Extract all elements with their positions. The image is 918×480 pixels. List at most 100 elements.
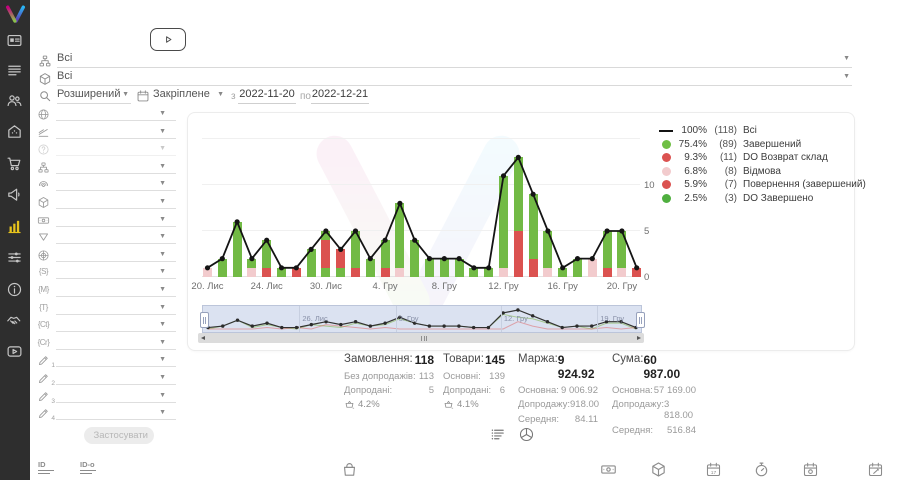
geo-filter[interactable]: ▼ [56,107,176,121]
info-icon[interactable] [6,281,23,298]
stacked-bar[interactable] [321,231,331,277]
video-icon[interactable] [6,343,23,360]
stacked-bar[interactable] [217,258,227,277]
payment-column-icon[interactable] [600,461,617,478]
stacked-bar[interactable] [262,240,272,277]
edit-date-column-icon[interactable] [867,461,884,478]
list-icon[interactable] [6,62,23,79]
minimap-scrollbar[interactable] [198,333,644,343]
product-filter[interactable]: ▼ [56,195,176,209]
range-handle-right[interactable] [636,312,645,328]
handshake-icon[interactable] [6,312,23,329]
stacked-bar[interactable] [617,231,627,277]
period-mode-select[interactable]: Закріплене ▼ [153,88,226,103]
custom-field-1-filter[interactable]: ▼ [56,353,176,368]
bag-column-icon[interactable] [341,461,358,478]
date-from-input[interactable]: 2022-11-20 [238,88,296,104]
funnel-filter[interactable]: ▼ [56,230,176,245]
stacked-bar[interactable] [573,258,582,277]
stacked-bar[interactable] [439,258,449,277]
stacked-bar[interactable] [277,267,286,277]
stacked-bar[interactable] [543,231,553,277]
chart-minimap[interactable]: 26. Лис 3. Гру 12. Гру 19. Гру [200,305,645,333]
video-tutorial-button[interactable] [150,28,186,51]
help-filter[interactable]: ▼ [56,142,176,157]
browser-icon[interactable] [6,32,23,49]
legend-entry[interactable]: 6.8% (8) Відмова [658,165,866,179]
stacked-bar[interactable] [513,157,523,277]
app-logo-icon[interactable] [3,3,28,25]
utm-term-filter-icon: {T} [39,302,48,312]
legend-entry[interactable]: 5.9% (7) Повернення (завершений) [658,178,866,192]
range-handle-left[interactable] [200,312,209,328]
stacked-bar[interactable] [602,231,612,277]
stacked-bar[interactable] [587,258,597,277]
external-id-column-icon[interactable]: ID-o [80,461,96,474]
stat-row: Основні: 139 [443,370,505,382]
utm-source-filter-icon: {S} [38,267,49,277]
megaphone-icon[interactable] [6,186,23,203]
utm-term-filter[interactable]: ▼ [56,301,176,315]
sphere-icon[interactable] [518,426,535,443]
time-column-icon[interactable] [753,461,770,478]
stacked-bar[interactable] [528,194,538,277]
utm-source-filter[interactable]: ▼ [56,265,176,280]
slope-filter[interactable]: ▼ [56,125,176,139]
id-column-icon[interactable]: ID [38,461,54,474]
stacked-bar[interactable] [232,221,242,277]
custom-field-2-filter[interactable]: ▼ [56,371,176,385]
stacked-bar[interactable] [203,267,212,277]
legend-entry[interactable]: 100% (118) Всі [658,124,866,138]
chart-icon[interactable] [6,218,23,235]
utm-campaign-filter[interactable]: ▼ [56,336,176,350]
stacked-bar[interactable] [410,240,420,277]
chevron-down-icon: ▼ [159,374,166,381]
stacked-bar[interactable] [395,203,405,277]
status-select[interactable]: Всі ▼ [57,52,852,68]
scroll-left-icon[interactable] [201,335,205,340]
person-filter[interactable]: ▼ [56,177,176,192]
custom-field-3-filter[interactable]: ▼ [56,389,176,403]
stacked-bar[interactable] [469,267,479,277]
cart-icon[interactable] [6,155,23,172]
stacked-bar[interactable] [247,258,257,277]
custom-field-4-filter[interactable]: ▼ [56,406,176,421]
package-column-icon[interactable] [650,461,667,478]
date-column-icon[interactable] [705,461,722,478]
stacked-bar[interactable] [632,267,642,277]
stacked-bar[interactable] [558,267,568,277]
stacked-bar[interactable] [499,175,508,277]
x-tick-label: 20. Лис [191,281,224,292]
product-select[interactable]: Всі ▼ [57,70,852,86]
rows-icon[interactable] [489,426,506,443]
stacked-bar[interactable] [454,258,464,277]
stacked-bar[interactable] [365,258,375,277]
legend-entry[interactable]: 75.4% (89) Завершений [658,138,866,152]
search-mode-select[interactable]: Розширений ▼ [57,88,131,104]
date-from-label: з [231,91,236,102]
legend-entry[interactable]: 9.3% (11) DO Возврат склад [658,151,866,165]
payment-filter[interactable]: ▼ [56,213,176,227]
structure-filter[interactable]: ▼ [56,160,176,174]
stacked-bar[interactable] [351,231,360,277]
scroll-right-icon[interactable] [637,335,641,340]
scrollbar-grip[interactable] [421,335,427,341]
stacked-bar[interactable] [306,249,316,277]
region-filter[interactable]: ▼ [56,248,176,262]
apply-button[interactable]: Застосувати [84,427,154,444]
store-icon[interactable] [6,123,23,140]
utm-medium-filter[interactable]: ▼ [56,283,176,297]
legend-entry[interactable]: 2.5% (3) DO Завершено [658,192,866,206]
stacked-bar[interactable] [336,249,346,277]
utm-content-filter[interactable]: ▼ [56,318,176,333]
stacked-bar[interactable] [425,258,434,277]
stacked-bar[interactable] [484,267,494,277]
sliders-icon[interactable] [6,249,23,266]
stacked-bar[interactable] [291,267,301,277]
date-to-input[interactable]: 2022-12-21 [311,88,369,104]
status-date-column-icon[interactable] [802,461,819,478]
stacked-bar[interactable] [380,240,390,277]
banknote-icon [37,214,50,227]
orders-bar-chart[interactable] [202,138,642,277]
users-icon[interactable] [6,92,23,109]
